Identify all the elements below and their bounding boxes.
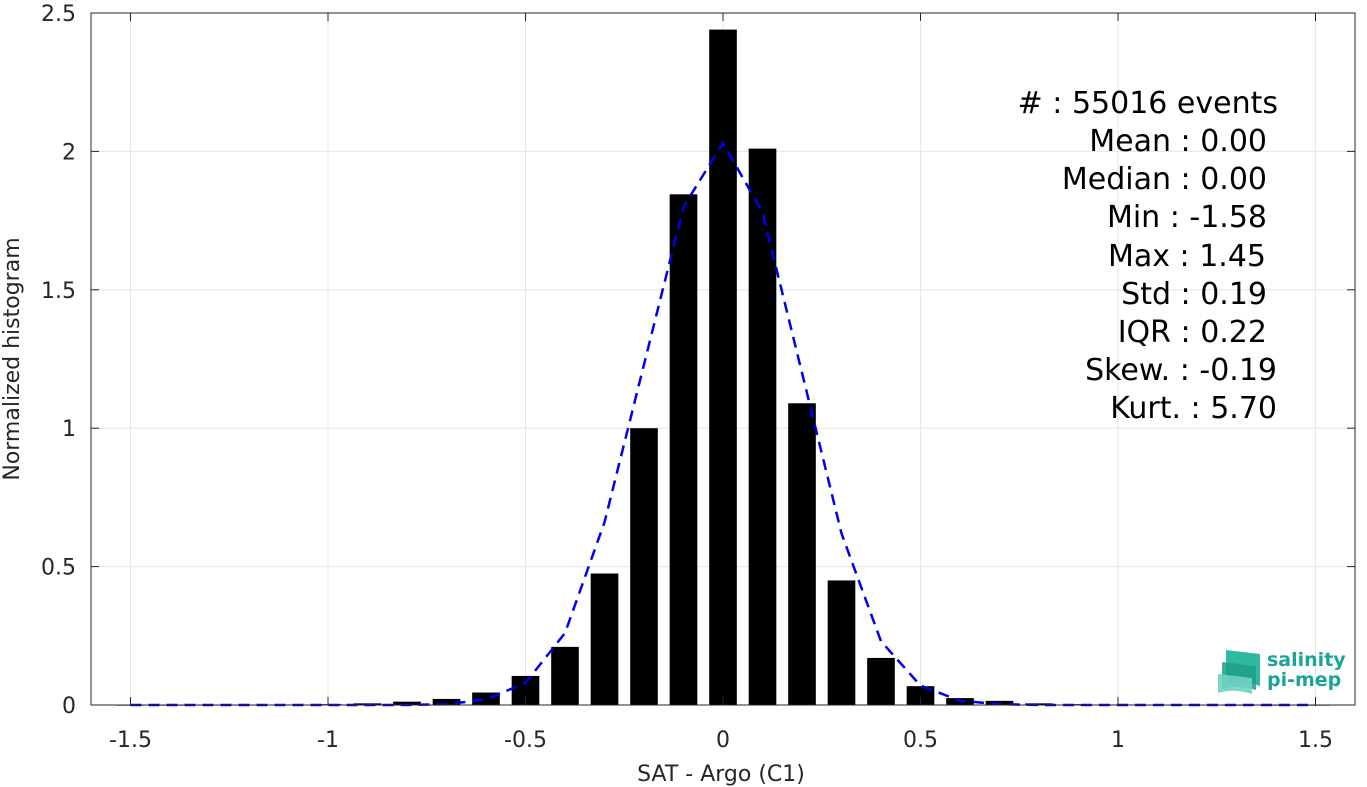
- histogram-bar: [669, 194, 698, 705]
- stat-count: # : 55016 events: [1018, 86, 1278, 121]
- x-tick-label: 0.5: [903, 728, 938, 753]
- axes: [90, 12, 1356, 706]
- y-tick-label: 1: [62, 417, 76, 442]
- stat-kurt: Kurt. : 5.70: [1110, 391, 1277, 426]
- x-tick-label: -0.5: [504, 728, 547, 753]
- histogram-bar: [985, 700, 1014, 705]
- y-tick-label: 0: [62, 694, 76, 719]
- logo-line1: salinity: [1267, 649, 1346, 671]
- x-axis-label: SAT - Argo (C1): [637, 762, 805, 787]
- tick-labels: -1.5 -1 -0.5 0 0.5 1 1.5 0 0.5 1 1.5 2 2.5: [41, 2, 1333, 753]
- y-axis-label: Normalized histogram: [0, 237, 25, 480]
- stat-median: Median : 0.00: [1062, 162, 1267, 197]
- y-tick-label: 2: [62, 140, 76, 165]
- x-tick-label: -1.5: [109, 728, 152, 753]
- histogram-bar: [788, 403, 816, 705]
- histogram-bar: [393, 701, 421, 705]
- histogram-bar: [1025, 703, 1053, 705]
- x-tick-label: 0: [716, 728, 730, 753]
- stat-std: Std : 0.19: [1121, 277, 1267, 312]
- histogram-bar: [748, 148, 777, 705]
- stat-max: Max : 1.45: [1108, 239, 1266, 274]
- stat-iqr: IQR : 0.22: [1118, 315, 1267, 350]
- histogram-bar: [590, 573, 619, 705]
- histogram-bars: [116, 29, 1330, 706]
- histogram-bar: [709, 29, 737, 706]
- histogram-bar: [630, 428, 658, 705]
- logo: salinity pi-mep: [1218, 649, 1346, 694]
- y-tick-label: 1.5: [41, 279, 76, 304]
- stat-min: Min : -1.58: [1107, 200, 1267, 235]
- histogram-bar: [551, 646, 579, 705]
- stats-box: # : 55016 events Mean : 0.00 Median : 0.…: [1018, 86, 1278, 426]
- x-tick-label: 1.5: [1298, 728, 1333, 753]
- salinity-wave-icon: [1218, 650, 1260, 694]
- x-tick-label: -1: [317, 728, 339, 753]
- stat-skew: Skew. : -0.19: [1085, 353, 1277, 388]
- histogram-bar: [906, 686, 935, 705]
- logo-line2: pi-mep: [1267, 669, 1341, 691]
- histogram-bar: [432, 698, 461, 705]
- y-tick-label: 0.5: [41, 556, 76, 581]
- y-tick-label: 2.5: [41, 2, 76, 27]
- x-tick-label: 1: [1111, 728, 1125, 753]
- stat-mean: Mean : 0.00: [1089, 124, 1267, 159]
- histogram-bar: [867, 657, 895, 705]
- histogram-bar: [827, 580, 856, 705]
